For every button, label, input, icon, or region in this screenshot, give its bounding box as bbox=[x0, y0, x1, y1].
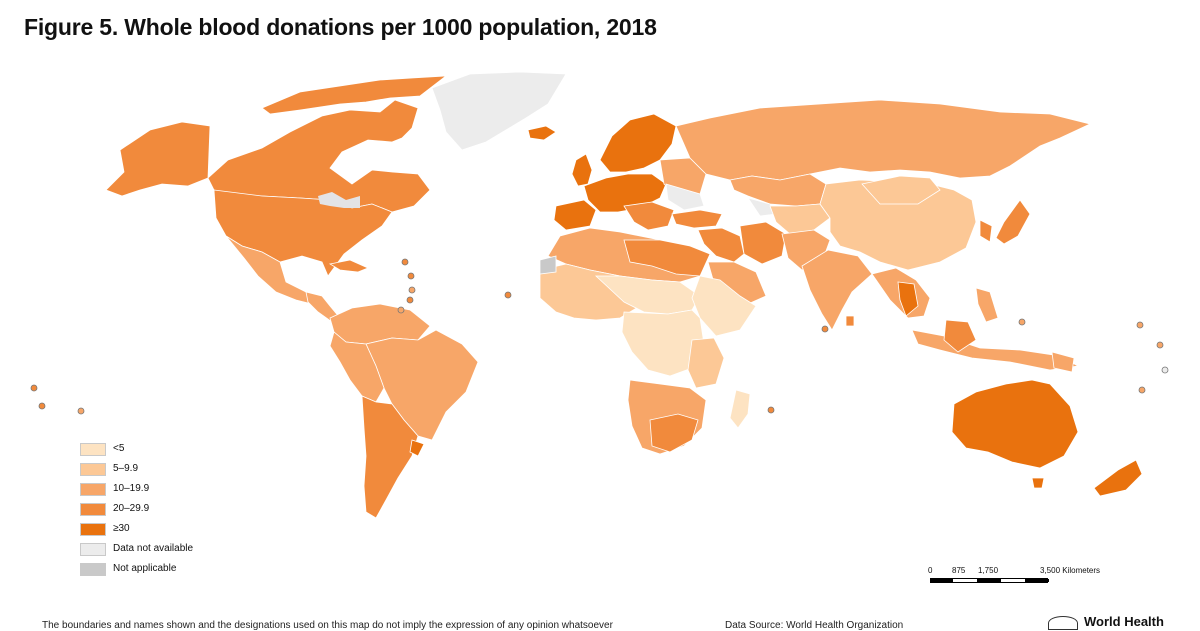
region-scandinavia bbox=[599, 113, 677, 173]
region-australia bbox=[951, 379, 1079, 469]
island-marker bbox=[1018, 318, 1026, 326]
legend-swatch bbox=[80, 523, 106, 536]
data-source-text: Data Source: World Health Organization bbox=[725, 620, 904, 631]
region-western-sahara bbox=[539, 255, 557, 275]
region-iran bbox=[739, 221, 787, 265]
region-tasmania bbox=[1031, 477, 1045, 489]
island-marker bbox=[30, 384, 38, 392]
region-russia bbox=[675, 99, 1092, 181]
map-title: Figure 5. Whole blood donations per 1000… bbox=[24, 14, 657, 40]
legend-label: ≥30 bbox=[113, 523, 130, 534]
region-madagascar bbox=[729, 389, 751, 429]
island-marker bbox=[504, 291, 512, 299]
region-argentina-chile bbox=[361, 395, 419, 519]
region-sri-lanka bbox=[845, 315, 855, 327]
region-brazil bbox=[365, 329, 479, 441]
scale-segment bbox=[1025, 579, 1049, 582]
island-marker bbox=[408, 286, 416, 294]
region-central-asia bbox=[769, 203, 831, 235]
island-marker bbox=[821, 325, 829, 333]
island-marker bbox=[38, 402, 46, 410]
scale-segment bbox=[931, 579, 953, 582]
scale-bar-graphic bbox=[930, 578, 1049, 583]
legend-swatch bbox=[80, 463, 106, 476]
island-marker bbox=[1156, 341, 1164, 349]
scale-bar: 0 875 1,750 3,500 Kilometers bbox=[926, 566, 1126, 596]
island-marker bbox=[77, 407, 85, 415]
region-iceland bbox=[527, 125, 557, 141]
legend-label: Data not available bbox=[113, 543, 194, 554]
who-logo: World Health bbox=[1048, 614, 1164, 630]
region-caribbean bbox=[328, 259, 370, 273]
disclaimer-text: The boundaries and names shown and the d… bbox=[42, 620, 613, 631]
legend-swatch bbox=[80, 563, 106, 576]
region-south-africa bbox=[649, 413, 699, 453]
region-horn-of-africa bbox=[691, 275, 757, 337]
region-arctic-islands bbox=[261, 75, 448, 115]
region-india bbox=[801, 249, 873, 331]
island-marker bbox=[1161, 366, 1169, 374]
world-map bbox=[30, 71, 1169, 519]
region-new-zealand bbox=[1093, 459, 1143, 497]
region-belarus-ukraine bbox=[665, 183, 705, 211]
island-marker bbox=[397, 306, 405, 314]
region-uruguay bbox=[409, 439, 425, 457]
region-italy-balkans bbox=[623, 201, 675, 231]
legend-swatch bbox=[80, 443, 106, 456]
island-marker bbox=[767, 406, 775, 414]
legend-swatch bbox=[80, 483, 106, 496]
who-emblem-icon bbox=[1048, 615, 1078, 630]
region-east-africa bbox=[687, 337, 725, 389]
scale-label: 875 bbox=[952, 566, 966, 575]
region-greenland bbox=[431, 71, 567, 151]
island-marker bbox=[406, 296, 414, 304]
island-marker bbox=[407, 272, 415, 280]
region-japan bbox=[995, 199, 1031, 245]
region-alaska bbox=[105, 121, 211, 197]
region-turkey bbox=[671, 209, 723, 229]
region-borneo bbox=[943, 319, 977, 353]
region-thailand bbox=[897, 281, 919, 317]
legend-label: 10–19.9 bbox=[113, 483, 150, 494]
island-marker bbox=[401, 258, 409, 266]
island-marker bbox=[1138, 386, 1146, 394]
region-png bbox=[1051, 351, 1075, 373]
scale-label: 0 bbox=[928, 566, 933, 575]
island-marker bbox=[1136, 321, 1144, 329]
legend-label: 20–29.9 bbox=[113, 503, 150, 514]
region-colombia-venezuela bbox=[329, 303, 431, 345]
region-western-europe bbox=[583, 173, 667, 213]
region-korea-japan bbox=[979, 219, 993, 243]
great-lakes bbox=[318, 192, 360, 208]
scale-segment bbox=[977, 579, 1001, 582]
legend-swatch bbox=[80, 503, 106, 516]
legend-swatch bbox=[80, 543, 106, 556]
legend-label: Not applicable bbox=[113, 563, 177, 574]
scale-label: 3,500 Kilometers bbox=[1040, 566, 1101, 575]
legend-label: 5–9.9 bbox=[113, 463, 139, 474]
region-middle-east bbox=[697, 227, 745, 263]
region-uk bbox=[571, 153, 593, 187]
who-logo-text: World Health bbox=[1084, 614, 1164, 629]
scale-label: 1,750 bbox=[978, 566, 999, 575]
region-mongolia bbox=[861, 175, 941, 205]
region-philippines bbox=[975, 287, 999, 323]
region-iberia bbox=[553, 199, 597, 231]
legend-label: <5 bbox=[113, 443, 125, 454]
